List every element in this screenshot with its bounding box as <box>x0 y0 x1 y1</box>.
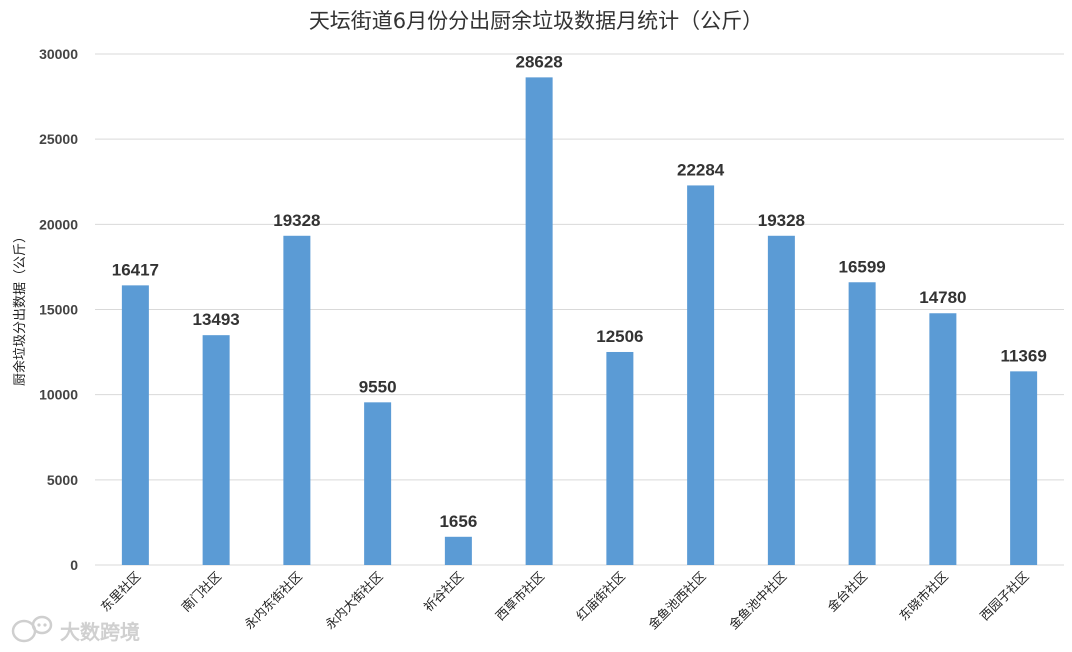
bar <box>606 351 634 565</box>
bar <box>687 185 715 565</box>
gridlines <box>95 53 1064 566</box>
bubble-logo-icon <box>11 615 53 643</box>
bar <box>121 285 149 565</box>
data-label: 13493 <box>192 310 239 329</box>
x-tick-label: 西园子社区 <box>977 569 1032 624</box>
x-axis-ticks: 东里社区 南门社区 永内东街社区 永内大街社区 祈谷社区 西草市社区 红庙街社区 金鱼池西社区… <box>98 569 1032 633</box>
data-label: 19328 <box>273 211 320 230</box>
bar <box>848 282 876 565</box>
y-tick-label: 25000 <box>39 131 78 147</box>
x-tick-label: 东晓市社区 <box>896 569 951 624</box>
x-tick-label: 永内东街社区 <box>241 569 305 633</box>
data-label: 16599 <box>838 257 885 276</box>
chart-title: 天坛街道6月份分出厨余垃圾数据月统计（公斤） <box>309 9 763 33</box>
data-label: 19328 <box>758 211 805 230</box>
data-label: 22284 <box>677 160 725 179</box>
data-label: 16417 <box>112 260 159 279</box>
watermark: 大数跨境 <box>11 615 140 644</box>
data-labels: 16417 13493 19328 9550 1656 28628 12506 22284 19… <box>112 52 1047 530</box>
x-tick-label: 西草市社区 <box>492 569 547 624</box>
data-label: 14780 <box>919 288 966 307</box>
data-label: 11369 <box>1000 346 1046 365</box>
y-axis-label: 厨余垃圾分出数据（公斤） <box>12 230 28 386</box>
x-tick-label: 金鱼池西社区 <box>645 569 709 633</box>
data-label: 12506 <box>596 327 643 346</box>
y-tick-label: 0 <box>70 557 78 573</box>
y-tick-label: 5000 <box>47 472 78 488</box>
bar <box>525 77 553 565</box>
y-tick-label: 30000 <box>39 46 78 62</box>
x-tick-label: 红庙街社区 <box>573 569 628 624</box>
x-tick-label: 金鱼池中社区 <box>726 569 790 633</box>
bar <box>1010 371 1038 565</box>
data-label: 9550 <box>359 377 397 396</box>
data-label: 28628 <box>515 52 562 71</box>
x-tick-label: 永内大街社区 <box>322 569 386 633</box>
y-tick-label: 20000 <box>39 216 78 232</box>
bar <box>767 235 795 566</box>
data-label: 1656 <box>439 512 477 531</box>
bar <box>202 335 230 565</box>
x-tick-label: 东里社区 <box>98 569 144 615</box>
x-tick-label: 金台社区 <box>824 569 870 615</box>
watermark-text: 大数跨境 <box>60 620 140 644</box>
bar <box>364 402 392 565</box>
x-tick-label: 祈谷社区 <box>421 569 467 615</box>
x-tick-label: 南门社区 <box>178 569 224 615</box>
y-tick-label: 15000 <box>39 302 78 318</box>
bar <box>283 235 311 566</box>
bars <box>121 77 1038 566</box>
bar <box>444 536 472 565</box>
y-tick-label: 10000 <box>39 387 78 403</box>
y-axis-ticks: 0 5000 10000 15000 20000 25000 30000 <box>39 46 78 573</box>
bar <box>929 313 957 565</box>
